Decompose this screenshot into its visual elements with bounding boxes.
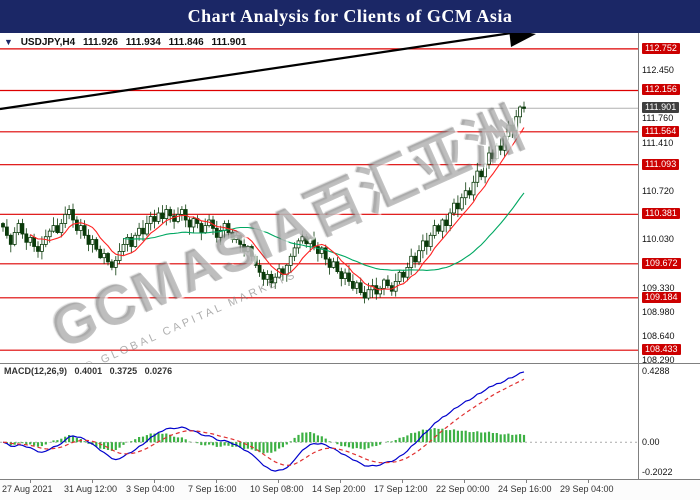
price-scale-label: 110.720 bbox=[642, 186, 674, 196]
time-tick bbox=[402, 480, 403, 483]
time-tick bbox=[588, 480, 589, 483]
time-label: 10 Sep 08:00 bbox=[250, 484, 304, 494]
time-tick bbox=[92, 480, 93, 483]
level-price-label: 109.672 bbox=[642, 258, 681, 269]
macd-chart-canvas[interactable] bbox=[0, 364, 638, 479]
macd-signal-value: 0.3725 bbox=[109, 366, 138, 376]
macd-panel[interactable]: MACD(12,26,9) 0.4001 0.3725 0.0276 bbox=[0, 364, 638, 479]
price-scale-label: 110.030 bbox=[642, 234, 674, 244]
macd-axis[interactable]: 0.4288 0.00 -0.2022 bbox=[639, 364, 700, 479]
trend-line[interactable] bbox=[0, 33, 638, 111]
time-axis[interactable]: 27 Aug 2021 31 Aug 12:00 3 Sep 04:00 7 Sep … bbox=[0, 480, 700, 500]
candles bbox=[1, 101, 526, 304]
time-tick bbox=[278, 480, 279, 483]
level-price-label: 111.093 bbox=[642, 159, 680, 170]
macd-hist-value: 0.0276 bbox=[144, 366, 173, 376]
level-price-label: 111.564 bbox=[642, 126, 680, 137]
quote-high: 111.934 bbox=[125, 37, 161, 48]
macd-name: MACD(12,26,9) bbox=[4, 366, 68, 376]
panel-divider bbox=[0, 363, 700, 364]
macd-signal-line bbox=[2, 378, 525, 466]
price-scale-label: 112.450 bbox=[642, 65, 674, 75]
time-label: 22 Sep 00:00 bbox=[436, 484, 490, 494]
time-tick bbox=[340, 480, 341, 483]
time-tick bbox=[216, 480, 217, 483]
ma-slow-line bbox=[123, 192, 525, 271]
quote-open: 111.926 bbox=[82, 37, 118, 48]
current-price-label: 111.901 bbox=[642, 102, 680, 113]
price-scale-label: 111.410 bbox=[642, 138, 674, 148]
macd-histogram bbox=[5, 428, 526, 454]
price-axis[interactable]: 112.450 111.760 111.410 110.720 110.030 109.3… bbox=[639, 33, 700, 365]
time-axis-divider bbox=[0, 479, 700, 480]
price-chart-panel[interactable]: GCMASIA百汇亚洲 © GLOBAL CAPITAL MARKETS ▼ U… bbox=[0, 33, 638, 363]
time-label: 27 Aug 2021 bbox=[2, 484, 53, 494]
symbol-label: USDJPY,H4 bbox=[20, 37, 76, 48]
macd-indicator-label: MACD(12,26,9) 0.4001 0.3725 0.0276 bbox=[4, 366, 177, 376]
time-label: 14 Sep 20:00 bbox=[312, 484, 366, 494]
time-label: 24 Sep 16:00 bbox=[498, 484, 552, 494]
time-tick bbox=[464, 480, 465, 483]
level-price-label: 112.156 bbox=[642, 84, 680, 95]
time-tick bbox=[526, 480, 527, 483]
quote-close: 111.901 bbox=[211, 37, 247, 48]
time-label: 31 Aug 12:00 bbox=[64, 484, 118, 494]
macd-main-value: 0.4001 bbox=[74, 366, 103, 376]
price-scale-label: 111.760 bbox=[642, 113, 674, 123]
symbol-marker-icon: ▼ bbox=[4, 37, 13, 47]
time-label: 3 Sep 04:00 bbox=[126, 484, 175, 494]
level-price-label: 110.381 bbox=[642, 208, 680, 219]
time-tick bbox=[154, 480, 155, 483]
time-label: 7 Sep 16:00 bbox=[188, 484, 237, 494]
level-price-label: 109.184 bbox=[642, 292, 681, 303]
price-scale-label: 108.290 bbox=[642, 355, 675, 365]
candlestick-chart-canvas[interactable] bbox=[0, 33, 638, 363]
macd-main-line bbox=[2, 371, 525, 472]
time-label: 29 Sep 04:00 bbox=[560, 484, 614, 494]
quote-low: 111.846 bbox=[168, 37, 204, 48]
time-label: 17 Sep 12:00 bbox=[374, 484, 428, 494]
level-price-label: 108.433 bbox=[642, 344, 681, 355]
title-bar: Chart Analysis for Clients of GCM Asia bbox=[0, 0, 700, 33]
axis-divider-vertical bbox=[638, 33, 639, 480]
ma-fast-line bbox=[29, 127, 525, 291]
trend-arrow[interactable] bbox=[509, 33, 536, 47]
time-tick bbox=[30, 480, 31, 483]
quote-line: ▼ USDJPY,H4 111.926 111.934 111.846 111.… bbox=[4, 37, 251, 48]
price-scale-label: 109.330 bbox=[642, 283, 675, 293]
page-title: Chart Analysis for Clients of GCM Asia bbox=[187, 6, 513, 26]
macd-scale-zero: 0.00 bbox=[642, 437, 660, 447]
macd-scale-bottom: -0.2022 bbox=[642, 467, 673, 477]
level-price-label: 112.752 bbox=[642, 43, 680, 54]
price-scale-label: 108.640 bbox=[642, 331, 675, 341]
macd-scale-top: 0.4288 bbox=[642, 366, 670, 376]
price-scale-label: 108.980 bbox=[642, 307, 675, 317]
